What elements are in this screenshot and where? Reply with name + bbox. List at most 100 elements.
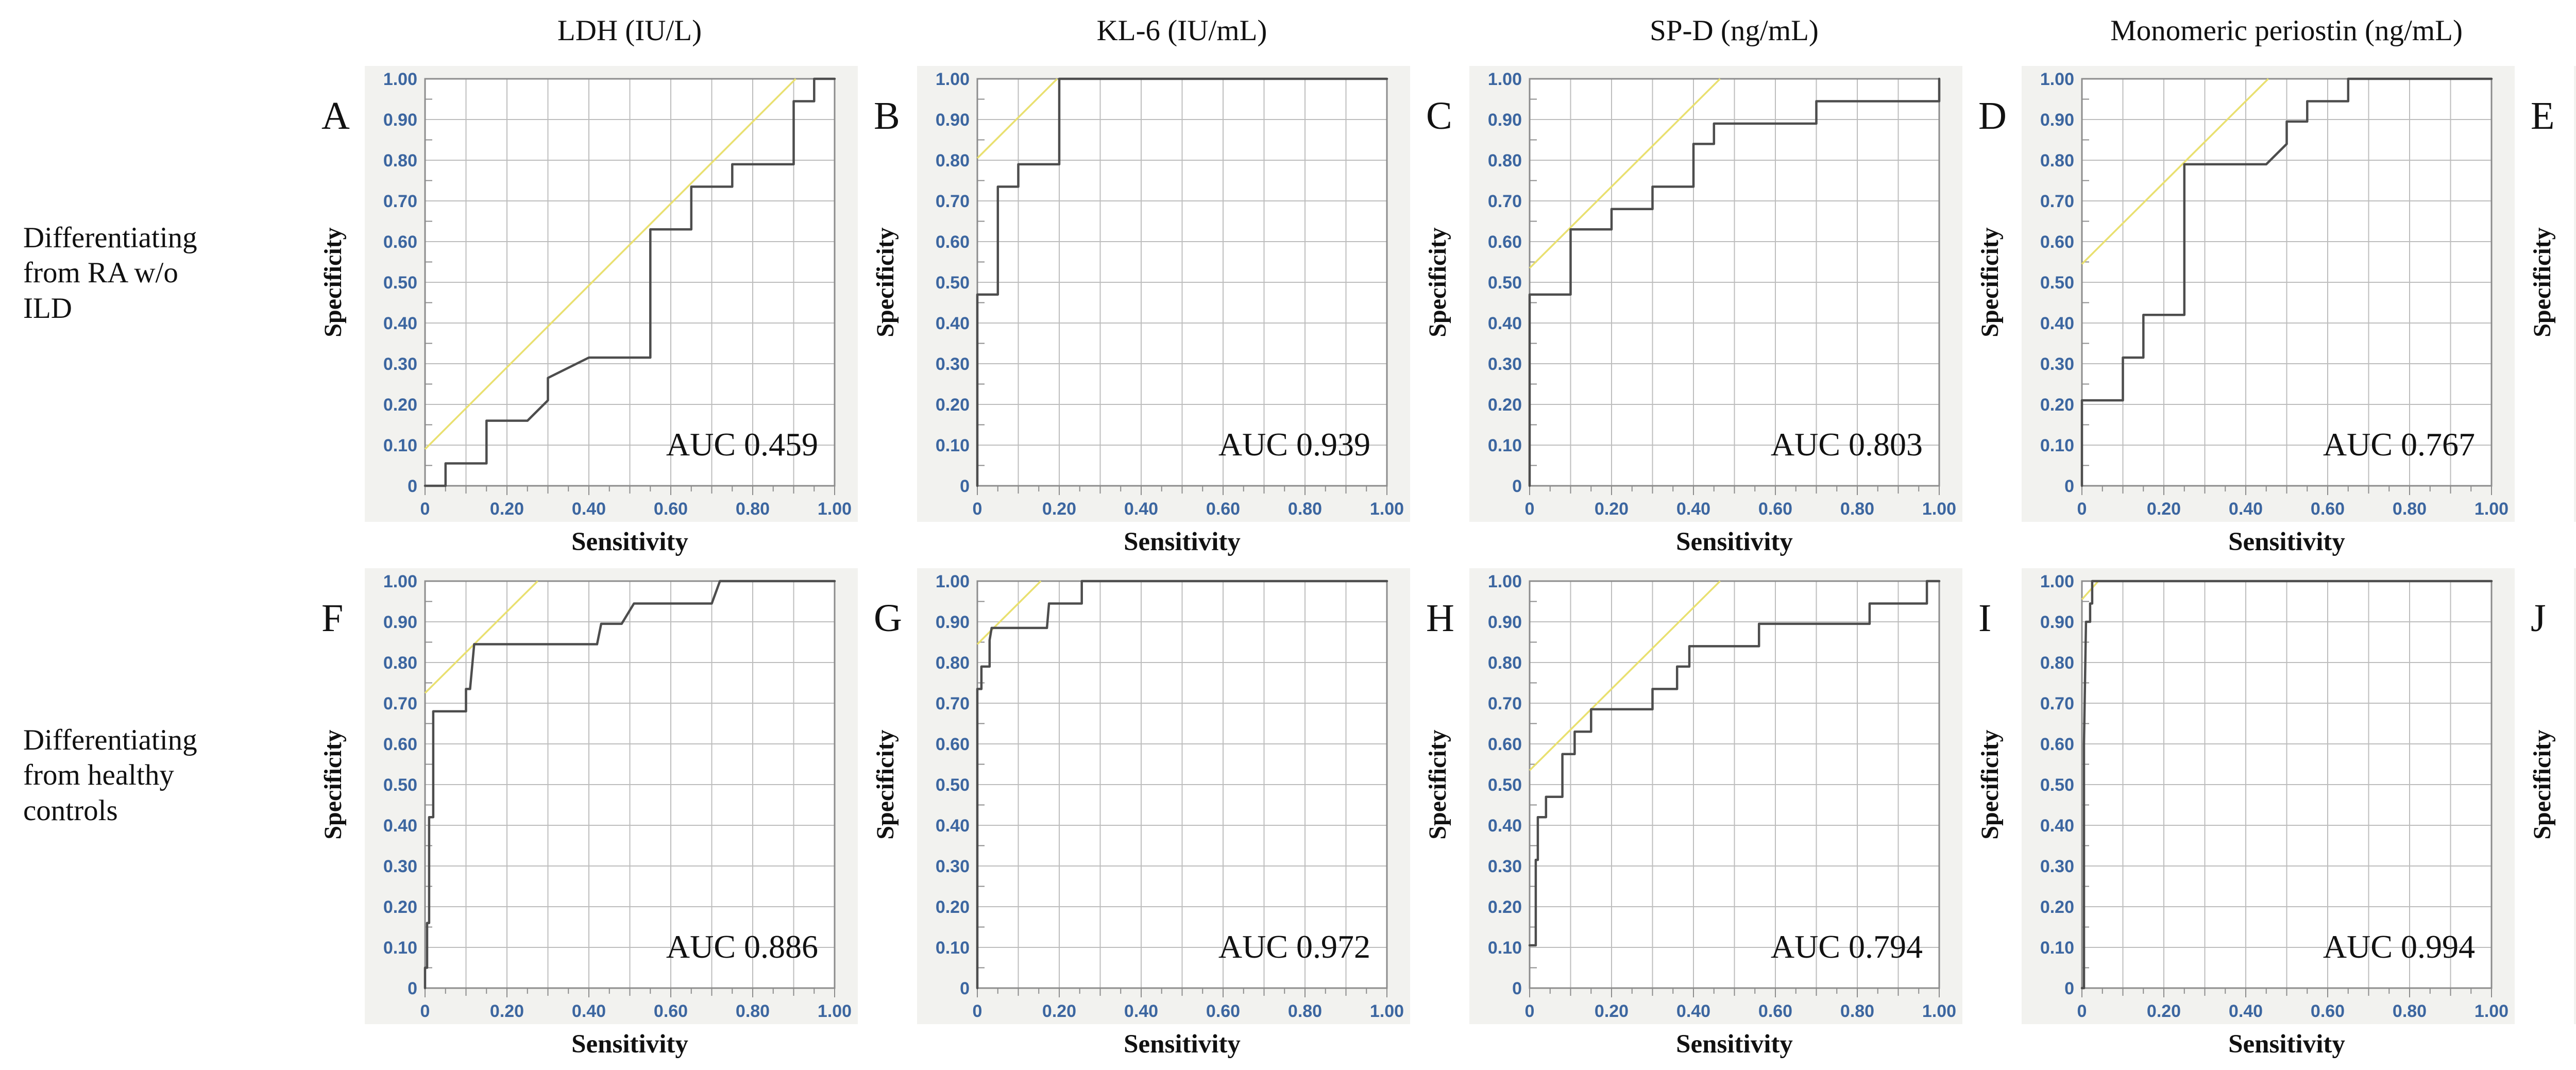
y-axis-tick-label: 0.10: [1488, 938, 1522, 958]
y-axis-tick-label: 0.50: [383, 775, 417, 795]
auc-label: AUC 0.972: [1218, 928, 1370, 965]
y-axis-tick-label: 0.20: [1488, 395, 1522, 415]
y-axis-tick-label: 1.00: [936, 572, 970, 591]
y-axis-tick-label: 0.90: [1488, 110, 1522, 130]
y-axis-tick-label: 0.30: [383, 354, 417, 374]
y-axis-tick-label: 0.70: [2040, 192, 2074, 211]
roc-plot-e: 1.000.900.800.700.600.500.400.300.200.10…: [2518, 61, 2576, 563]
x-axis-tick-label: 0.20: [2147, 1001, 2181, 1021]
reference-line: [976, 78, 1058, 159]
x-axis-tick-label: 0.40: [1124, 1001, 1158, 1021]
row-ra-wo-ild: Differentiating from RA w/o ILD 1.00 0.90…: [0, 61, 2576, 563]
x-axis-tick-label: 0.80: [2393, 499, 2427, 519]
column-title-kl6: KL-6 (IU/mL): [1096, 14, 1267, 47]
x-axis-title: Sensitivity: [1124, 1030, 1241, 1059]
y-axis-tick-label: 1.00: [2040, 70, 2074, 89]
x-axis-title: Sensitivity: [2228, 1030, 2345, 1059]
y-axis-title: Specificity: [1424, 227, 1451, 337]
x-axis-tick-label: 0.40: [1124, 499, 1158, 519]
x-axis-tick-label: 0: [973, 1001, 982, 1021]
roc-plot-svg-C: 1.00 0.90 0.80 0.70 0.60 0.50 0.40 0.30 0.20 0.10…: [1424, 66, 1962, 556]
column-title-row: LDH (IU/L) KL-6 (IU/mL) SP-D (ng/mL) Mon…: [0, 0, 2576, 61]
x-axis-tick-label: 0.40: [1676, 1001, 1710, 1021]
x-axis-tick-label: 0.60: [654, 499, 688, 519]
y-axis-tick-label: 0.10: [383, 938, 417, 958]
y-axis-tick-label: 0: [2064, 477, 2074, 496]
roc-plot-b: 1.00 0.90 0.80 0.70 0.60 0.50 0.40 0.30 0.20 0.10…: [861, 61, 1414, 563]
y-axis-tick-label: 1.00: [936, 70, 970, 89]
y-axis-tick-label: 0.40: [2040, 816, 2074, 836]
y-axis-tick-label: 0.60: [936, 735, 970, 754]
roc-plot-svg-F: 1.00 0.90 0.80 0.70 0.60 0.50 0.40 0.30 0.20 0.10…: [319, 568, 858, 1059]
y-axis-tick-label: 0.50: [1488, 273, 1522, 293]
x-axis-tick-label: 0.20: [2147, 499, 2181, 519]
y-axis-tick-label: 0.60: [383, 735, 417, 754]
roc-curve: [976, 580, 1388, 990]
y-axis-tick-label: 0.30: [1488, 857, 1522, 876]
roc-plot-g: 1.00 0.90 0.80 0.70 0.60 0.50 0.40 0.30 0.20 0.10…: [861, 563, 1414, 1065]
plot-panel: [2574, 568, 2576, 1024]
y-axis-tick-label: 0.90: [2040, 110, 2074, 130]
y-axis-tick-label: 0.20: [936, 395, 970, 415]
y-axis-tick-label: 0.50: [2040, 273, 2074, 293]
y-axis-tick-label: 0.90: [383, 613, 417, 632]
x-axis-tick-label: 0: [1525, 499, 1535, 519]
x-axis-tick-label: 0.20: [1042, 1001, 1076, 1021]
y-axis-tick-label: 0.40: [1488, 816, 1522, 836]
reference-line: [424, 580, 538, 694]
y-axis-title: Specificity: [1424, 729, 1451, 839]
auc-label: AUC 0.886: [666, 928, 818, 965]
roc-curve: [423, 580, 836, 990]
x-axis-tick-label: 0.60: [1758, 1001, 1792, 1021]
x-axis-tick-label: 1.00: [1370, 1001, 1404, 1021]
x-axis-tick-label: 0.60: [654, 1001, 688, 1021]
y-axis-tick-label: 0.60: [936, 232, 970, 252]
y-axis-tick-label: 0.10: [936, 436, 970, 455]
auc-label: AUC 0.767: [2323, 426, 2475, 463]
x-axis-tick-label: 0.40: [572, 1001, 606, 1021]
y-axis-tick-label: 0.40: [1488, 314, 1522, 333]
panel-letter: C: [1426, 94, 1452, 138]
y-axis-tick-label: 0.50: [936, 273, 970, 293]
x-axis-tick-label: 1.00: [2475, 1001, 2509, 1021]
roc-curve: [1528, 580, 1941, 947]
row-healthy-controls: Differentiating from healthy controls 1.…: [0, 563, 2576, 1065]
y-axis-tick-label: 0.90: [936, 613, 970, 632]
roc-plot-f: 1.00 0.90 0.80 0.70 0.60 0.50 0.40 0.30 0.20 0.10…: [309, 563, 861, 1065]
roc-curve: [423, 77, 836, 487]
y-axis-tick-label: 0.80: [1488, 151, 1522, 171]
x-axis-tick-label: 0.80: [1840, 499, 1874, 519]
x-axis-tick-label: 0.60: [2311, 499, 2345, 519]
y-axis-tick-label: 0.90: [383, 110, 417, 130]
y-axis-tick-label: 0.80: [936, 653, 970, 673]
y-axis-title: Specificity: [1976, 729, 2004, 839]
y-axis-tick-label: 0.80: [383, 151, 417, 171]
y-axis-tick-label: 0.80: [1488, 653, 1522, 673]
y-axis-tick-label: 1.00: [2040, 572, 2074, 591]
x-axis-tick-label: 0.60: [2311, 1001, 2345, 1021]
y-axis-title: Specificity: [1976, 227, 2004, 337]
y-axis-tick-label: 0.60: [1488, 232, 1522, 252]
roc-plot-d: 1.00 0.90 0.80 0.70 0.60 0.50 0.40 0.30 0.20 0.10…: [1966, 61, 2518, 563]
y-axis-tick-label: 1.00: [383, 572, 417, 591]
x-axis-tick-label: 0.60: [1758, 499, 1792, 519]
reference-line: [1529, 580, 1721, 771]
roc-plot-j: 1.000.900.800.700.600.500.400.300.200.10…: [2518, 563, 2576, 1065]
y-axis-tick-label: 1.00: [1488, 70, 1522, 89]
roc-curve: [976, 77, 1388, 487]
y-axis-tick-label: 0.20: [2040, 395, 2074, 415]
panel-letter: G: [874, 597, 902, 640]
y-axis-tick-label: 0: [408, 477, 417, 496]
roc-curve: [2080, 77, 2493, 487]
x-axis-tick-label: 0.20: [1042, 499, 1076, 519]
roc-curve: [1528, 77, 1941, 487]
panel-letter: B: [874, 94, 900, 138]
panel-letter: F: [321, 597, 343, 640]
x-axis-tick-label: 0.40: [1676, 499, 1710, 519]
auc-label: AUC 0.803: [1771, 426, 1923, 463]
y-axis-tick-label: 0.30: [383, 857, 417, 876]
x-axis-tick-label: 0.80: [736, 499, 770, 519]
y-axis-tick-label: 1.00: [1488, 572, 1522, 591]
roc-plot-h: 1.00 0.90 0.80 0.70 0.60 0.50 0.40 0.30 0.20 0.10…: [1414, 563, 1966, 1065]
